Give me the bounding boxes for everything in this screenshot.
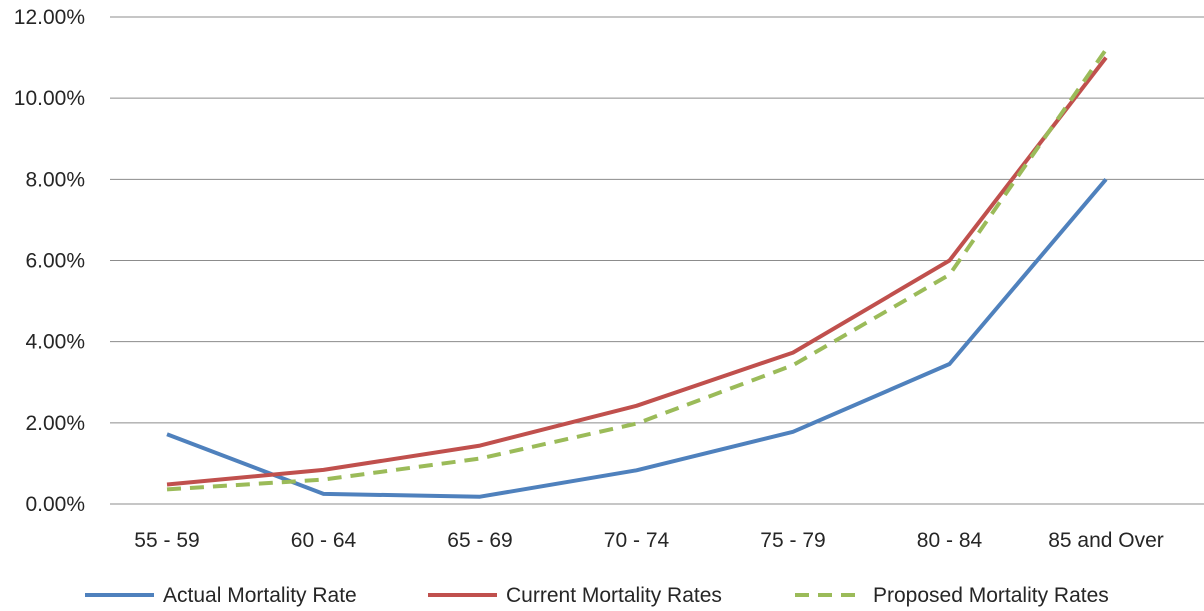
x-tick-label: 55 - 59 xyxy=(134,529,199,552)
y-tick-label: 2.00% xyxy=(25,412,85,435)
legend-label: Current Mortality Rates xyxy=(506,584,722,607)
x-tick-label: 65 - 69 xyxy=(447,529,512,552)
legend-label: Actual Mortality Rate xyxy=(163,584,357,607)
y-tick-label: 0.00% xyxy=(25,493,85,516)
series-lines xyxy=(166,48,1108,499)
x-tick-label: 75 - 79 xyxy=(760,529,825,552)
y-tick-label: 4.00% xyxy=(25,331,85,354)
series-line-actual-mortality-rate xyxy=(166,178,1108,499)
y-tick-label: 10.00% xyxy=(14,87,85,110)
y-tick-label: 8.00% xyxy=(25,168,85,191)
gridlines xyxy=(110,16,1204,505)
x-tick-label: 80 - 84 xyxy=(917,529,983,552)
legend-item: Actual Mortality Rate xyxy=(85,584,357,607)
x-axis-tick-labels: 55 - 59 60 - 64 65 - 69 70 - 74 75 - 79 80 - … xyxy=(134,529,1163,552)
y-tick-label: 6.00% xyxy=(25,250,85,273)
x-tick-label: 60 - 64 xyxy=(291,529,357,552)
legend-item: Current Mortality Rates xyxy=(428,584,722,607)
x-tick-label: 85 and Over xyxy=(1048,529,1164,552)
y-tick-label: 12.00% xyxy=(14,6,85,29)
series-line-current-mortality-rates xyxy=(166,56,1108,487)
series-line-proposed-mortality-rates xyxy=(166,48,1108,492)
legend-label: Proposed Mortality Rates xyxy=(873,584,1109,607)
y-axis-tick-labels: 0.00% 2.00% 4.00% 6.00% 8.00% 10.00% 12.00% xyxy=(14,6,85,516)
x-tick-label: 70 - 74 xyxy=(604,529,670,552)
legend: Actual Mortality Rate Current Mortality R… xyxy=(85,584,1109,607)
legend-item: Proposed Mortality Rates xyxy=(795,584,1109,607)
